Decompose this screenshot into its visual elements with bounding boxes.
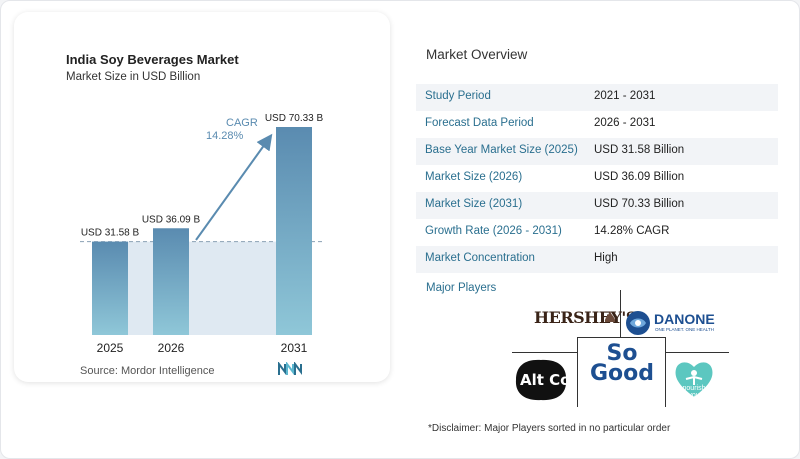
bar-2025 [92,241,128,335]
nourish-logo: nourish you [682,385,706,399]
grid-divider [577,337,578,407]
major-players-label: Major Players [426,282,497,294]
bar-2031 [276,127,312,335]
mordor-logo-icon [278,362,302,375]
altco-badge-icon [515,359,567,401]
nourish-heart-icon [675,362,713,397]
row-value: USD 70.33 Billion [594,198,685,210]
source-note: Source: Mordor Intelligence [80,365,215,377]
overview-row: Growth Rate (2026 - 2031) 14.28% CAGR [416,219,778,246]
danone-globe-icon [626,311,650,335]
grid-divider [665,352,729,353]
disclaimer: *Disclaimer: Major Players sorted in no … [428,423,671,434]
grid-divider [620,290,621,337]
grid-divider [512,352,578,353]
row-value: 2021 - 2031 [594,90,656,102]
row-value: USD 31.58 Billion [594,144,685,156]
grid-divider [665,337,666,407]
row-label: Market Concentration [425,252,535,264]
baseline-shade [92,241,312,335]
kiss-icon [604,311,616,322]
row-label: Market Size (2031) [425,198,523,210]
bar-2026 [153,228,189,335]
cagr-value: 14.28% [206,130,244,142]
cagr-label: CAGR [226,117,258,129]
danone-logo: DANONE [654,311,715,327]
row-value: USD 36.09 Billion [594,171,685,183]
x-tick-label: 2026 [158,341,185,355]
row-label: Forecast Data Period [425,117,534,129]
x-tick-label: 2025 [97,341,124,355]
row-label: Study Period [425,90,491,102]
overview-row: Study Period 2021 - 2031 [416,84,778,111]
row-value: High [594,252,618,264]
row-label: Market Size (2026) [425,171,523,183]
data-label: USD 31.58 B [81,228,140,239]
row-label: Growth Rate (2026 - 2031) [425,225,562,237]
row-label: Base Year Market Size (2025) [425,144,578,156]
data-label: USD 36.09 B [142,214,201,225]
overview-row: Base Year Market Size (2025) USD 31.58 B… [416,138,778,165]
data-label: USD 70.33 B [265,113,324,124]
chart-subtitle: Market Size in USD Billion [66,71,201,83]
cagr-arrow [195,133,273,241]
row-value: 2026 - 2031 [594,117,656,129]
overview-title: Market Overview [426,47,528,62]
hersheys-logo: HERSHEY'S [534,308,637,327]
sogood-logo: So Good [589,341,655,386]
chart-title: India Soy Beverages Market [66,52,239,67]
overview-row: Market Concentration High [416,246,778,273]
danone-tagline: ONE PLANET. ONE HEALTH [655,327,714,332]
row-value: 14.28% CAGR [594,225,670,237]
altco-logo: Alt Co. [520,371,577,389]
x-tick-label: 2031 [281,341,308,355]
overview-row: Market Size (2026) USD 36.09 Billion [416,165,778,192]
overview-row: Forecast Data Period 2026 - 2031 [416,111,778,138]
overview-row: Market Size (2031) USD 70.33 Billion [416,192,778,219]
grid-divider [577,337,665,338]
